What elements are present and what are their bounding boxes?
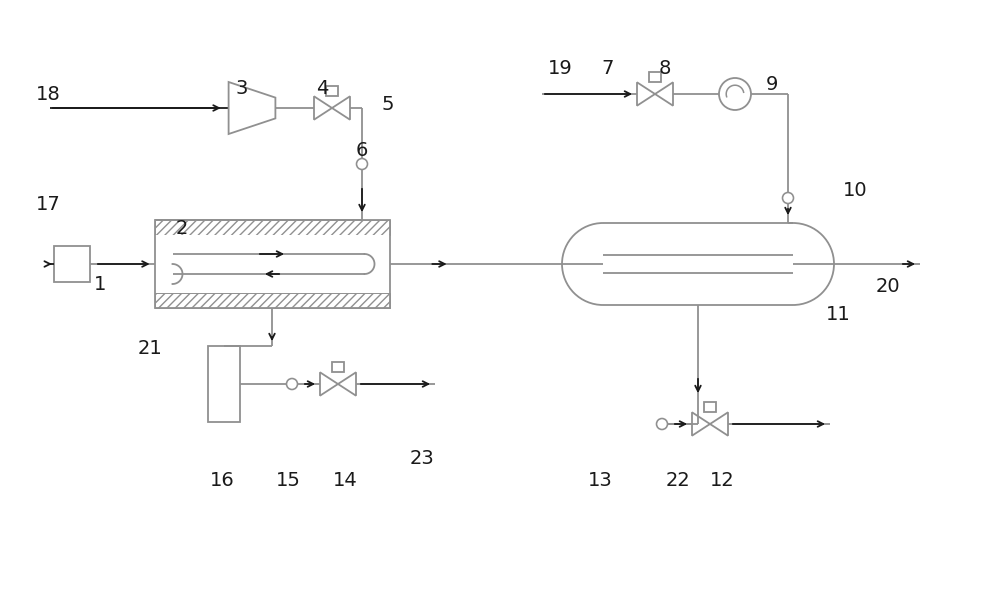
Bar — [603, 223, 793, 305]
Text: 2: 2 — [176, 219, 188, 238]
Text: 3: 3 — [236, 79, 248, 98]
Text: 7: 7 — [602, 59, 614, 78]
Bar — [332, 362, 344, 372]
Bar — [326, 87, 338, 96]
Bar — [155, 220, 390, 235]
Bar — [155, 220, 390, 308]
Text: 10: 10 — [843, 182, 867, 201]
Text: 12: 12 — [710, 471, 734, 490]
Text: 17: 17 — [36, 195, 60, 213]
Bar — [704, 402, 716, 412]
Text: 14: 14 — [333, 471, 357, 490]
Text: 20: 20 — [876, 276, 900, 296]
Circle shape — [287, 379, 298, 390]
Text: 5: 5 — [382, 95, 394, 113]
Text: 19: 19 — [548, 59, 572, 78]
Text: 23: 23 — [410, 448, 434, 467]
Bar — [649, 72, 661, 82]
Text: 9: 9 — [766, 75, 778, 93]
Text: 4: 4 — [316, 79, 328, 98]
Circle shape — [719, 78, 751, 110]
Bar — [208, 346, 240, 422]
Bar — [54, 246, 90, 282]
Bar — [155, 235, 390, 293]
Text: 15: 15 — [276, 471, 300, 490]
Text: 6: 6 — [356, 141, 368, 161]
Text: 22: 22 — [666, 471, 690, 490]
Text: 8: 8 — [659, 59, 671, 78]
Text: 1: 1 — [94, 275, 106, 293]
Bar — [155, 293, 390, 308]
Circle shape — [782, 193, 794, 204]
Text: 16: 16 — [210, 471, 234, 490]
Circle shape — [656, 419, 668, 430]
Circle shape — [356, 159, 368, 170]
Text: 21: 21 — [138, 339, 162, 358]
Text: 13: 13 — [588, 471, 612, 490]
Text: 11: 11 — [826, 304, 850, 324]
Text: 18: 18 — [36, 84, 60, 104]
